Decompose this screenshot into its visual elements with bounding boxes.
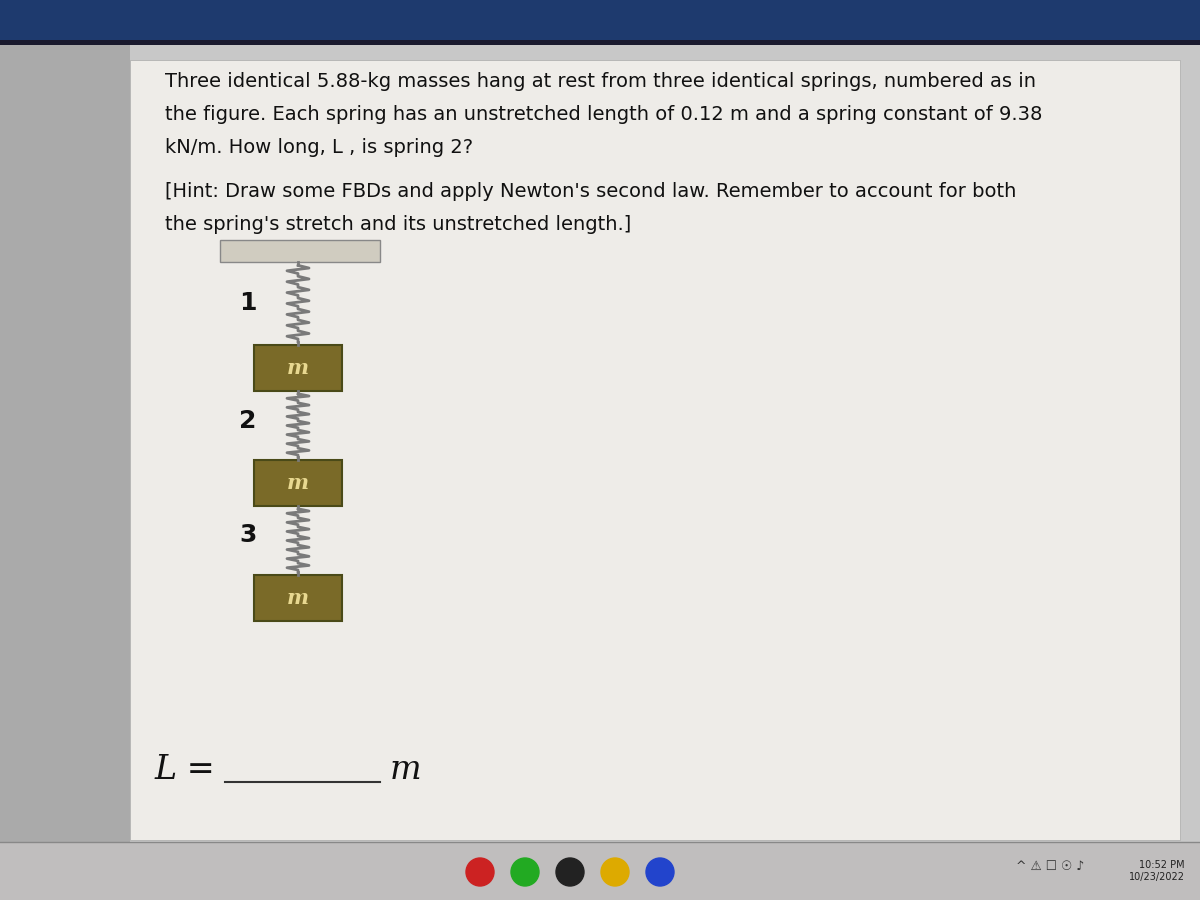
Text: the figure. Each spring has an unstretched length of 0.12 m and a spring constan: the figure. Each spring has an unstretch…	[166, 105, 1043, 124]
Text: [Hint: Draw some FBDs and apply Newton's second law. Remember to account for bot: [Hint: Draw some FBDs and apply Newton's…	[166, 182, 1016, 201]
Text: m: m	[390, 754, 421, 786]
Bar	[0, 842, 1200, 900]
Text: m: m	[287, 473, 310, 493]
Circle shape	[556, 858, 584, 886]
Text: ^ ⚠ ☐ ☉ ♪: ^ ⚠ ☐ ☉ ♪	[1016, 860, 1084, 873]
Circle shape	[646, 858, 674, 886]
Text: the spring's stretch and its unstretched length.]: the spring's stretch and its unstretched…	[166, 215, 631, 234]
Bar	[220, 240, 380, 262]
Text: m: m	[287, 358, 310, 378]
Bar	[254, 460, 342, 506]
Text: 2: 2	[239, 409, 257, 433]
Text: 3: 3	[239, 524, 257, 547]
Text: m: m	[287, 588, 310, 608]
Circle shape	[601, 858, 629, 886]
Text: 10/23/2022: 10/23/2022	[1129, 872, 1186, 882]
Text: Three identical 5.88-kg masses hang at rest from three identical springs, number: Three identical 5.88-kg masses hang at r…	[166, 72, 1036, 91]
Bar	[254, 345, 342, 391]
Circle shape	[466, 858, 494, 886]
Text: 1: 1	[239, 292, 257, 316]
Text: kN/m. How long, L , is spring 2?: kN/m. How long, L , is spring 2?	[166, 138, 473, 157]
Bar	[130, 60, 1180, 840]
Text: L =: L =	[155, 754, 216, 786]
Bar	[0, 45, 1200, 845]
Circle shape	[511, 858, 539, 886]
Bar	[254, 575, 342, 621]
Bar	[0, 0, 1200, 40]
Bar	[0, 45, 130, 845]
Text: 10:52 PM: 10:52 PM	[1139, 860, 1186, 870]
